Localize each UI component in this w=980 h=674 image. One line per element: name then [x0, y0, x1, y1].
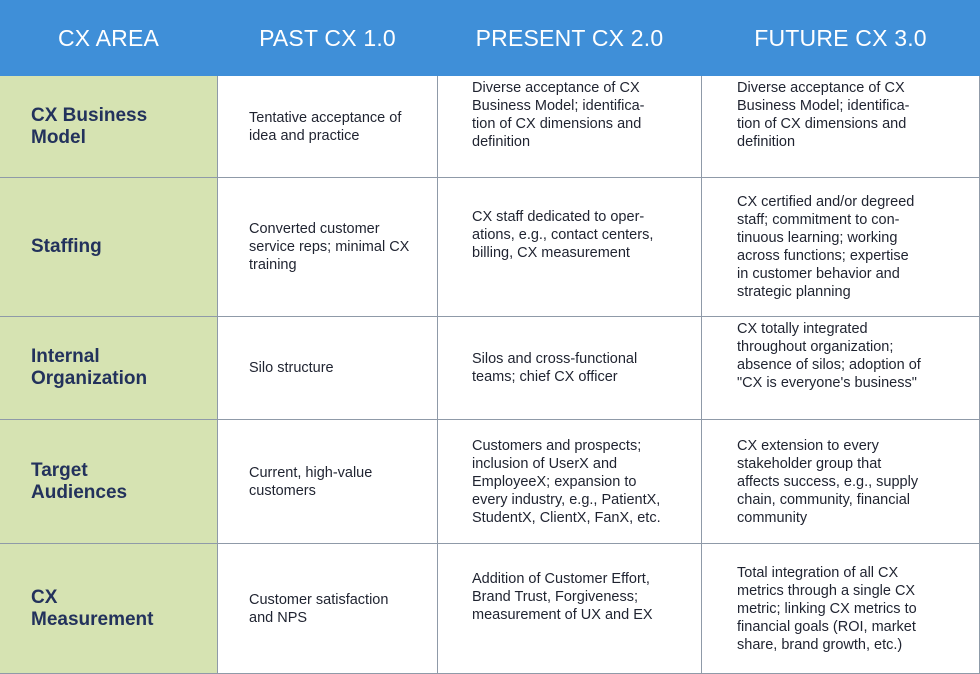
- header-future-cx: FUTURE CX 3.0: [702, 0, 980, 76]
- row-label-cx-measurement: CX Measurement: [0, 544, 218, 674]
- cell-future-business-model: Diverse acceptance of CX Business Model;…: [702, 76, 980, 178]
- row-label-internal-organization: Internal Organization: [0, 317, 218, 420]
- cell-past-cx-measurement: Customer satisfaction and NPS: [218, 544, 438, 674]
- cell-present-staffing: CX staff dedicated to oper- ations, e.g.…: [438, 178, 702, 317]
- header-cx-area: CX AREA: [0, 0, 218, 76]
- cell-present-business-model: Diverse acceptance of CX Business Model;…: [438, 76, 702, 178]
- cell-past-internal-organization: Silo structure: [218, 317, 438, 420]
- cell-present-cx-measurement: Addition of Customer Effort, Brand Trust…: [438, 544, 702, 674]
- row-label-target-audiences: Target Audiences: [0, 420, 218, 544]
- header-past-cx: PAST CX 1.0: [218, 0, 438, 76]
- cell-future-staffing: CX certified and/or degreed staff; commi…: [702, 178, 980, 317]
- cell-present-internal-organization: Silos and cross-functional teams; chief …: [438, 317, 702, 420]
- cell-past-business-model: Tentative acceptance of idea and practic…: [218, 76, 438, 178]
- cell-future-internal-organization: CX totally integrated throughout organiz…: [702, 317, 980, 420]
- row-label-business-model: CX Business Model: [0, 76, 218, 178]
- cell-past-target-audiences: Current, high-value customers: [218, 420, 438, 544]
- cell-future-cx-measurement: Total integration of all CX metrics thro…: [702, 544, 980, 674]
- row-label-staffing: Staffing: [0, 178, 218, 317]
- cell-present-target-audiences: Customers and prospects; inclusion of Us…: [438, 420, 702, 544]
- cell-past-staffing: Converted customer service reps; minimal…: [218, 178, 438, 317]
- header-present-cx: PRESENT CX 2.0: [438, 0, 702, 76]
- cell-future-target-audiences: CX extension to every stakeholder group …: [702, 420, 980, 544]
